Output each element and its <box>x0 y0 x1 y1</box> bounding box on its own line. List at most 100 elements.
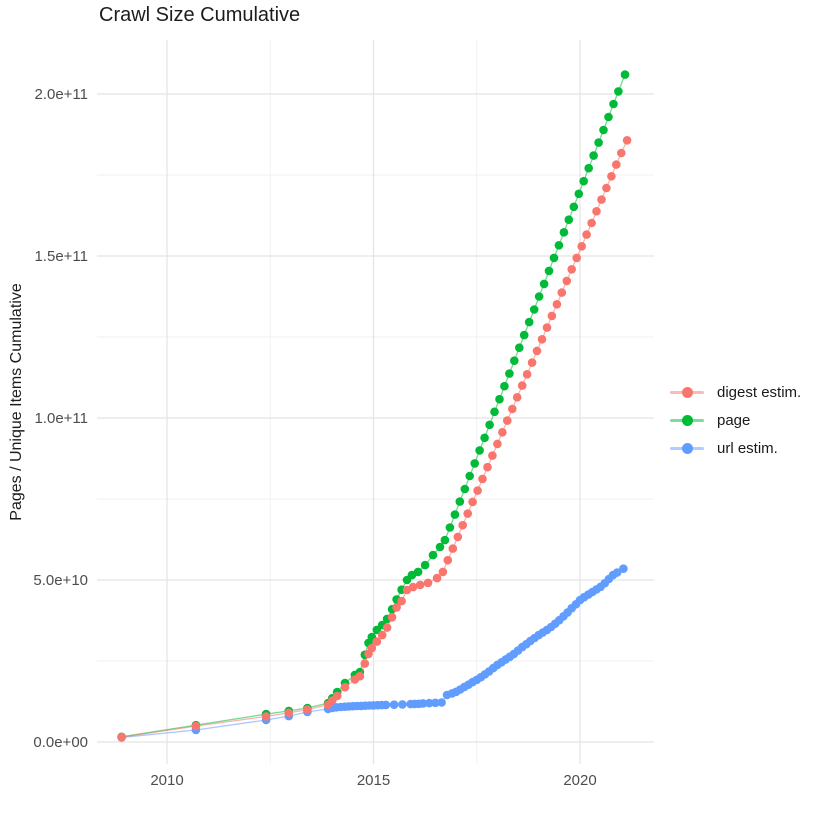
data-point <box>539 279 549 289</box>
data-point <box>574 189 584 199</box>
data-point <box>458 520 468 530</box>
x-tick-label: 2020 <box>563 772 596 789</box>
data-point <box>620 70 630 79</box>
data-point <box>572 253 581 263</box>
data-point <box>493 439 502 449</box>
data-point <box>537 335 547 344</box>
data-point <box>463 509 473 518</box>
data-point <box>592 207 601 216</box>
legend-label: url estim. <box>717 439 778 457</box>
data-point <box>612 160 621 169</box>
data-point <box>485 420 494 430</box>
data-point <box>544 266 554 276</box>
data-point <box>609 99 618 109</box>
data-point <box>480 433 489 443</box>
data-point <box>582 230 591 239</box>
data-point <box>340 682 350 692</box>
data-point <box>564 215 574 224</box>
data-point <box>607 172 616 181</box>
data-point <box>387 613 397 622</box>
data-point <box>557 288 567 297</box>
y-tick-label: 1.0e+11 <box>34 410 88 427</box>
data-point <box>542 323 552 332</box>
data-point <box>425 698 434 708</box>
data-point <box>397 596 406 606</box>
data-point <box>597 195 606 204</box>
data-point <box>559 228 569 237</box>
data-point <box>500 381 509 391</box>
y-tick-label: 1.5e+11 <box>34 248 88 265</box>
y-tick-label: 0.0e+00 <box>33 734 88 751</box>
data-point <box>612 568 622 577</box>
data-point <box>389 700 399 709</box>
legend-item-page: page <box>670 406 801 434</box>
data-point <box>599 125 608 135</box>
data-point <box>547 311 557 321</box>
data-point <box>431 698 440 708</box>
data-point <box>418 699 428 708</box>
data-point <box>415 580 425 590</box>
data-point <box>475 446 484 455</box>
data-point <box>508 404 517 414</box>
legend-label: page <box>717 411 751 429</box>
y-axis-title: Pages / Unique Items Cumulative <box>8 283 25 521</box>
data-point <box>381 700 391 710</box>
data-point <box>488 451 497 460</box>
data-point <box>510 356 519 366</box>
data-point <box>522 370 532 379</box>
data-point <box>589 151 598 160</box>
data-point <box>455 497 465 506</box>
data-point <box>587 218 596 228</box>
data-point <box>382 623 392 632</box>
data-point <box>512 393 522 402</box>
data-point <box>465 471 475 481</box>
data-point <box>332 691 342 701</box>
y-tick-label: 5.0e+10 <box>33 572 88 589</box>
data-point <box>377 630 387 640</box>
data-point <box>619 564 628 573</box>
data-point <box>413 567 423 577</box>
data-point <box>503 416 512 425</box>
data-point <box>423 578 433 588</box>
data-point <box>448 544 458 553</box>
legend: digest estim. page url estim. <box>670 378 801 462</box>
data-point <box>515 343 524 353</box>
data-point <box>473 486 482 495</box>
data-point <box>460 484 470 494</box>
data-point <box>372 637 382 646</box>
data-point <box>284 708 294 718</box>
data-point <box>622 136 632 145</box>
data-point <box>483 462 492 472</box>
data-point <box>440 535 450 545</box>
data-point <box>360 659 370 668</box>
data-point <box>367 643 377 653</box>
data-point <box>303 705 312 714</box>
data-point <box>450 510 460 519</box>
data-point <box>428 550 438 560</box>
data-point <box>584 163 593 173</box>
data-point <box>495 394 504 404</box>
data-point <box>468 497 477 507</box>
legend-key-url-icon <box>670 439 704 457</box>
data-point <box>567 265 576 274</box>
legend-key-digest-icon <box>670 383 704 401</box>
data-point <box>529 305 539 314</box>
data-point <box>569 202 579 212</box>
legend-key-page-icon <box>670 411 704 429</box>
data-point <box>604 112 613 122</box>
data-point <box>602 183 611 193</box>
y-tick-label: 2.0e+11 <box>34 86 88 103</box>
data-point <box>437 698 446 707</box>
data-point <box>445 523 455 532</box>
data-point <box>594 138 603 147</box>
data-point <box>453 532 463 542</box>
legend-label: digest estim. <box>717 383 802 401</box>
data-point <box>191 721 201 731</box>
data-point <box>517 381 527 390</box>
data-point <box>355 671 365 681</box>
data-point <box>398 700 407 709</box>
data-point <box>534 292 544 301</box>
data-point <box>443 555 453 565</box>
